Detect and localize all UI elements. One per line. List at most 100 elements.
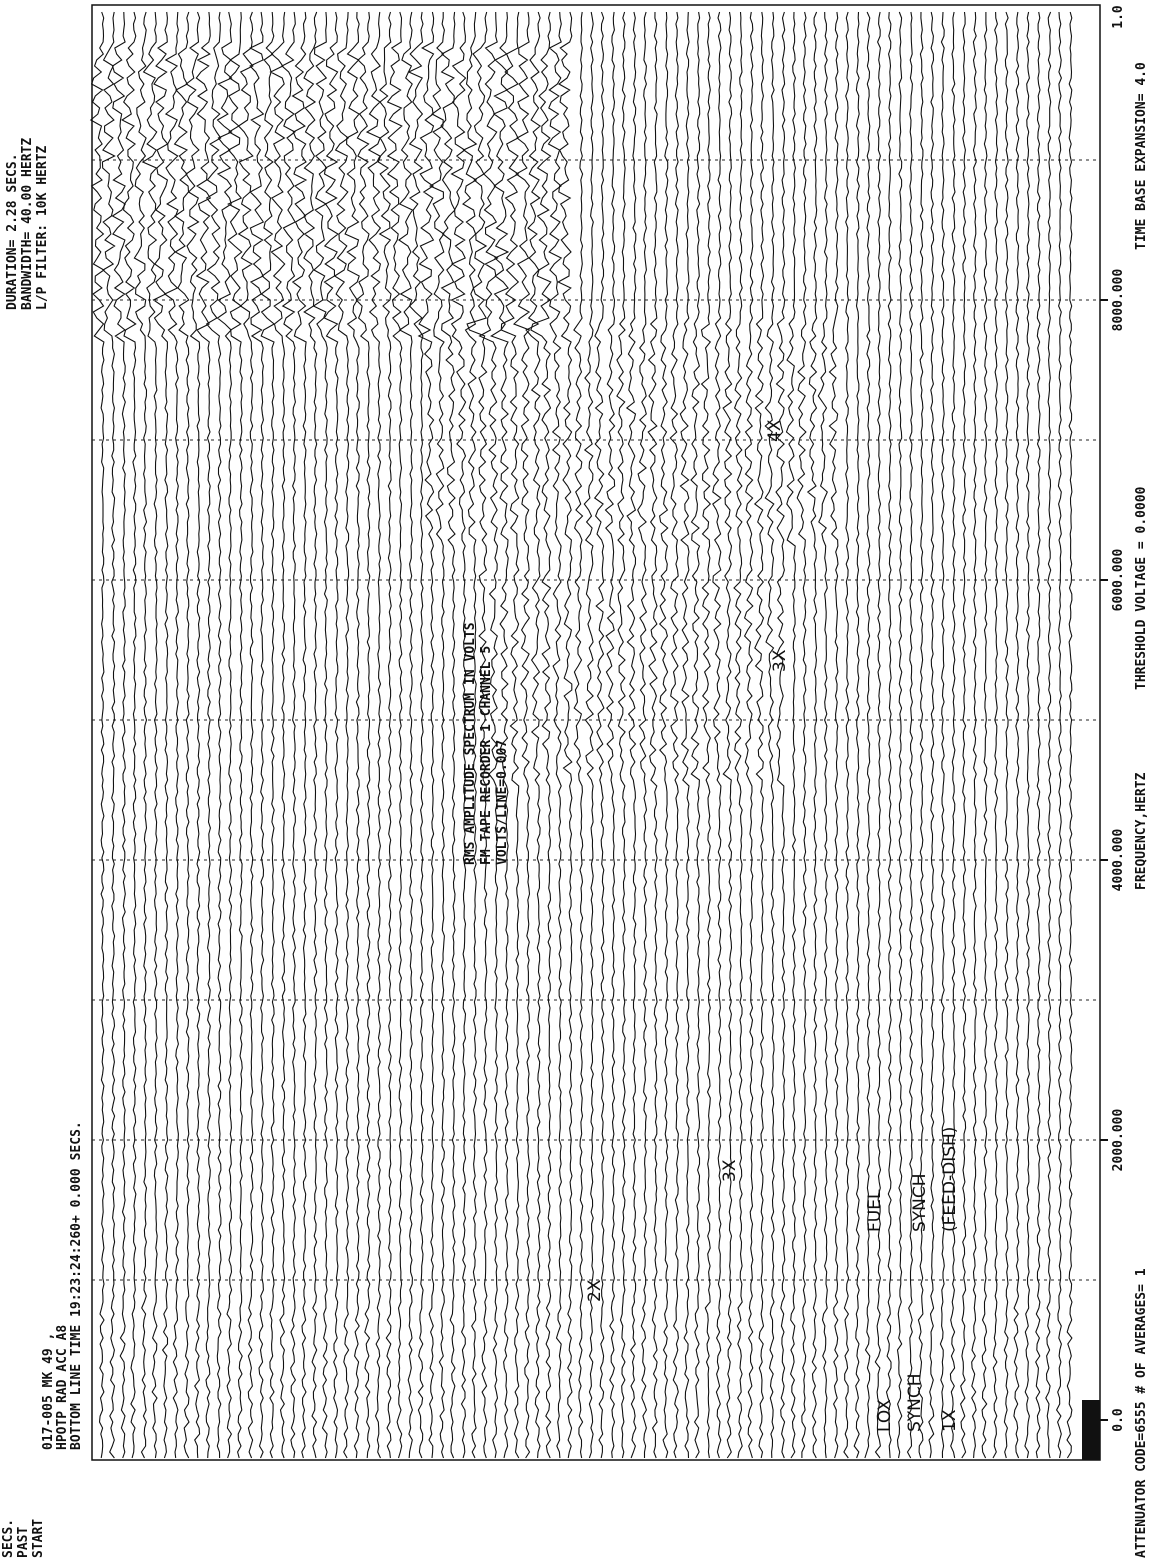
- trace: [281, 11, 297, 1459]
- trace: [386, 11, 403, 1459]
- trace: [89, 11, 105, 1459]
- x-axis-label: FREQUENCY,HERTZ: [1134, 772, 1149, 890]
- trace: [216, 11, 233, 1459]
- trace: [163, 11, 179, 1459]
- annotation: 1X: [940, 1409, 960, 1432]
- trace: [205, 11, 222, 1459]
- trace: [407, 11, 424, 1459]
- trace: [312, 11, 328, 1459]
- trace: [853, 11, 860, 1459]
- trace: [185, 11, 201, 1459]
- trace: [490, 11, 510, 1459]
- traces: [89, 11, 1073, 1459]
- trace: [237, 11, 254, 1459]
- trace: [712, 11, 722, 1459]
- trace: [269, 11, 286, 1459]
- header-left: BOTTOM LINE TIME 19:23:24:260+ 0.000 SEC…: [69, 1121, 84, 1450]
- trace: [397, 11, 414, 1459]
- trace: [796, 11, 807, 1458]
- trace: [440, 11, 456, 1459]
- trace: [743, 11, 754, 1459]
- trace: [152, 11, 169, 1459]
- trace: [133, 11, 148, 1459]
- trace: [906, 11, 913, 1459]
- trace: [141, 11, 158, 1459]
- trace: [303, 11, 318, 1459]
- trace: [377, 11, 392, 1459]
- trace: [195, 11, 212, 1459]
- trace: [227, 11, 243, 1459]
- trace: [959, 11, 967, 1459]
- trace: [669, 11, 680, 1459]
- header-right: DURATION= 2.28 SECS.: [5, 153, 20, 310]
- trace: [530, 11, 552, 1459]
- trace: [864, 11, 871, 1459]
- x-tick-label: 2000.000: [1111, 1109, 1126, 1172]
- trace: [981, 12, 988, 1459]
- trace: [573, 11, 584, 1459]
- trace: [120, 11, 137, 1459]
- annotation: 4X: [765, 419, 785, 442]
- trace: [828, 11, 839, 1459]
- trace: [365, 11, 382, 1459]
- trace: [1035, 11, 1041, 1459]
- header-right: BANDWIDTH= 40.00 HERTZ: [20, 138, 35, 310]
- trace: [500, 11, 520, 1459]
- trace: [525, 11, 542, 1459]
- trace: [722, 11, 733, 1459]
- annotation: (FEED-DISH): [940, 1127, 960, 1232]
- annotation: SYNCH: [910, 1173, 930, 1232]
- trace: [806, 11, 818, 1459]
- trace: [1024, 11, 1030, 1459]
- left-margin-label: SECS.: [1, 1519, 16, 1558]
- trace: [1003, 11, 1009, 1459]
- trace: [291, 11, 308, 1459]
- trace: [658, 11, 669, 1459]
- trace: [917, 11, 924, 1459]
- trace: [417, 11, 435, 1459]
- trace: [323, 11, 339, 1459]
- trace: [478, 11, 499, 1459]
- header-right: L/P FILTER: 10K HERTZ: [35, 145, 50, 310]
- annotation: FUEL: [865, 1189, 885, 1232]
- trace: [896, 11, 903, 1459]
- trace: [429, 12, 446, 1459]
- header-center: FM TAPE RECORDER 1 CHANNEL 5: [479, 646, 494, 865]
- trace: [874, 11, 882, 1459]
- annotation: LOX: [875, 1399, 895, 1432]
- trace: [625, 11, 637, 1459]
- trace: [111, 11, 126, 1459]
- trace: [512, 11, 531, 1459]
- trace: [583, 11, 594, 1459]
- annotation: 2X: [585, 1279, 605, 1302]
- trace: [733, 11, 743, 1459]
- trace: [700, 11, 712, 1459]
- trace: [466, 11, 488, 1459]
- trace: [101, 11, 116, 1459]
- trace: [1066, 11, 1073, 1459]
- trace: [173, 11, 190, 1459]
- trace: [355, 11, 371, 1459]
- trace: [616, 11, 626, 1459]
- trace: [928, 11, 935, 1459]
- footer-label: ATTENUATOR CODE=6555 # OF AVERAGES= 1: [1134, 1268, 1149, 1558]
- header-left: HPOTP RAD ACC A8: [55, 1325, 70, 1450]
- trace: [764, 11, 775, 1459]
- x-tick-label: 6000.000: [1111, 549, 1126, 612]
- trace: [949, 11, 956, 1459]
- trace: [637, 11, 648, 1458]
- trace: [647, 11, 658, 1459]
- annotation: 3X: [720, 1159, 740, 1182]
- left-margin-label: PAST: [16, 1527, 31, 1558]
- time-strip: [1082, 1400, 1100, 1460]
- axis-end-label: 1.0: [1111, 5, 1126, 29]
- trace: [992, 11, 999, 1459]
- trace: [753, 11, 765, 1459]
- footer-label: THRESHOLD VOLTAGE = 0.0000: [1134, 486, 1149, 690]
- trace: [817, 11, 828, 1459]
- header-center: VOLTS/LINE=0.007: [495, 740, 510, 865]
- x-tick-label: 0.0: [1111, 1408, 1126, 1432]
- trace: [679, 11, 690, 1459]
- trace: [885, 11, 892, 1459]
